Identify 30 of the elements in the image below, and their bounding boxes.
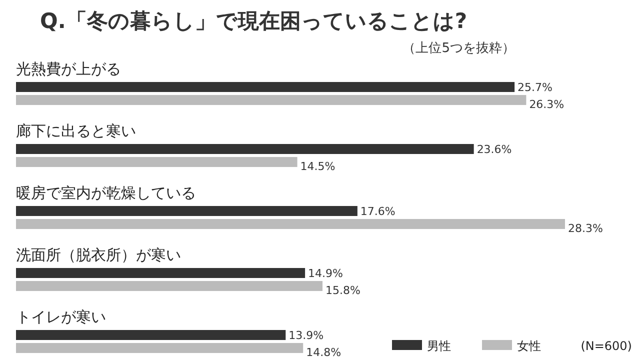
data-label: 13.9%: [288, 329, 324, 342]
legend-label: 男性: [427, 339, 451, 353]
data-label: 17.6%: [360, 205, 396, 218]
bar: [16, 82, 515, 92]
y-tick-label: 光熱費が上がる: [16, 60, 121, 78]
bar: [16, 343, 304, 353]
chart-title: Q.「冬の暮らし」で現在困っていることは?: [40, 9, 468, 33]
bar: [16, 330, 286, 340]
bar: [16, 157, 298, 167]
y-tick-label: 洗面所（脱衣所）が寒い: [16, 246, 181, 264]
data-label: 26.3%: [529, 98, 564, 111]
text: (N=600): [580, 339, 632, 353]
bar: [16, 268, 306, 278]
chart-subtitle: （上位5つを抜粋）: [402, 41, 515, 56]
y-tick-label: 廊下に出ると寒い: [16, 122, 136, 140]
data-label: 28.3%: [568, 222, 603, 235]
bar: [16, 95, 526, 105]
legend-label: 女性: [517, 339, 541, 353]
data-label: 14.5%: [300, 160, 336, 173]
y-tick-label: トイレが寒い: [16, 308, 106, 326]
y-tick-label: 暖房で室内が乾燥している: [16, 184, 196, 202]
bar: [16, 219, 565, 229]
bar: [16, 144, 474, 154]
data-label: 23.6%: [476, 143, 512, 156]
data-label: 15.8%: [326, 284, 360, 297]
bar: [16, 281, 323, 291]
bar: [16, 206, 358, 216]
data-label: 14.9%: [308, 267, 344, 280]
data-label: 25.7%: [518, 81, 553, 94]
data-label: 14.8%: [306, 346, 342, 359]
